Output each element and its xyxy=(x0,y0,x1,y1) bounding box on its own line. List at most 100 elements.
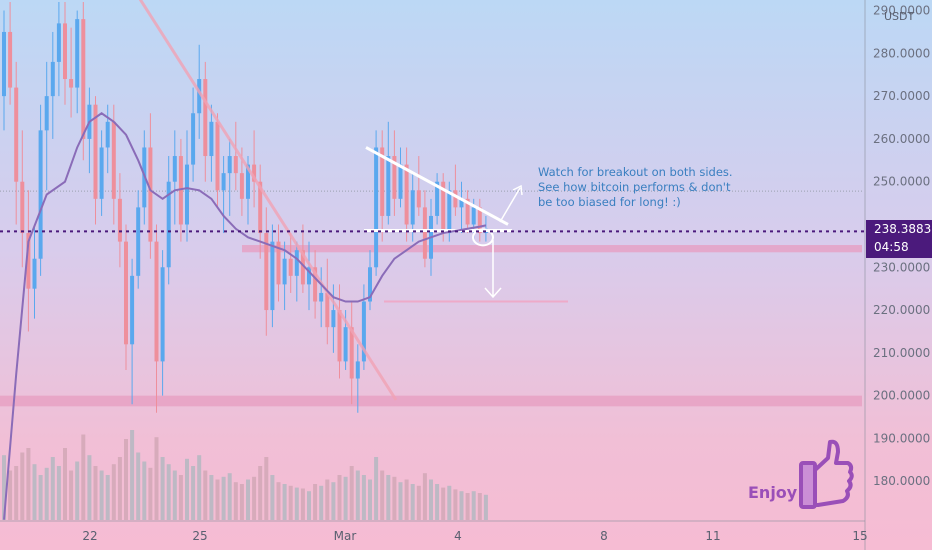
volume-bar xyxy=(221,476,226,520)
volume-bar xyxy=(337,475,342,520)
y-tick-label: 210.0000 xyxy=(873,346,930,360)
volume-bar xyxy=(483,494,488,520)
volume-bar xyxy=(26,448,31,520)
candle-body xyxy=(209,121,214,157)
volume-bar xyxy=(331,482,336,520)
volume-bar xyxy=(203,470,208,520)
volume-bar xyxy=(459,491,464,520)
candle-body xyxy=(191,113,196,165)
support-zone xyxy=(242,245,862,253)
candle-body xyxy=(264,233,269,311)
candle-body xyxy=(368,267,372,302)
candle-body xyxy=(99,147,104,199)
volume-bar xyxy=(160,457,165,520)
candle-body xyxy=(313,267,318,302)
x-tick-label: 11 xyxy=(705,529,720,543)
volume-bar xyxy=(111,464,116,520)
volume-bar xyxy=(75,461,80,520)
current-price-value: 238.3883 xyxy=(874,222,932,236)
candle-body xyxy=(422,207,427,259)
volume-bar xyxy=(252,476,257,520)
volume-bar xyxy=(136,452,141,520)
candle-body xyxy=(252,164,257,182)
candle-body xyxy=(307,267,311,285)
volume-bar xyxy=(294,487,299,520)
candle-body xyxy=(111,121,116,199)
annotation-note: Watch for breakout on both sides. See ho… xyxy=(538,165,733,209)
candle-body xyxy=(50,61,55,97)
candle-body xyxy=(160,267,165,362)
volume-bar xyxy=(124,439,128,520)
x-tick-label: 22 xyxy=(82,529,97,543)
candle-body xyxy=(465,198,470,225)
volume-bar xyxy=(441,487,446,520)
volume-bar xyxy=(392,476,397,520)
volume-bar xyxy=(282,484,287,520)
volume-bar xyxy=(374,457,379,520)
candle-body xyxy=(355,361,360,379)
candle-body xyxy=(319,292,324,302)
volume-bar xyxy=(404,479,409,520)
candle-body xyxy=(398,164,403,199)
volume-bar xyxy=(239,484,244,520)
y-tick-label: 230.0000 xyxy=(873,260,930,274)
candle-body xyxy=(185,164,189,225)
candle-body xyxy=(459,198,464,208)
candle-body xyxy=(20,181,25,234)
enjoy-label: Enjoy! xyxy=(748,483,805,502)
volume-bar xyxy=(453,489,458,520)
candle-body xyxy=(337,310,342,362)
y-tick-label: 290.0000 xyxy=(873,4,930,18)
volume-bar xyxy=(233,482,238,520)
candle-body xyxy=(38,130,43,259)
volume-bar xyxy=(288,485,293,520)
volume-bar xyxy=(313,484,318,520)
volume-bar xyxy=(44,467,49,520)
candle-body xyxy=(63,23,67,80)
candle-body xyxy=(380,147,385,216)
volume-bar xyxy=(416,485,421,520)
candle-body xyxy=(325,292,330,328)
y-tick-label: 260.0000 xyxy=(873,132,930,146)
volume-bar xyxy=(142,461,147,520)
volume-bar xyxy=(227,473,232,520)
candle-body xyxy=(233,156,238,174)
volume-bar xyxy=(69,470,74,520)
candle-body xyxy=(172,156,177,182)
candle-body xyxy=(124,241,128,345)
volume-bar xyxy=(2,455,6,520)
volume-bar xyxy=(465,493,470,520)
candle-body xyxy=(435,181,440,216)
volume-bar xyxy=(325,479,330,520)
volume-bar xyxy=(386,475,391,520)
x-tick-label: 25 xyxy=(192,529,207,543)
candle-body xyxy=(392,156,397,199)
x-tick-label: 4 xyxy=(454,529,462,543)
volume-bar xyxy=(172,470,177,520)
volume-bar xyxy=(56,466,61,520)
volume-bar xyxy=(38,475,43,520)
support-zone xyxy=(0,395,862,407)
volume-bar xyxy=(50,457,55,520)
candle-body xyxy=(93,104,98,199)
candle-body xyxy=(258,181,263,234)
candle-body xyxy=(288,258,293,276)
candle-body xyxy=(203,79,208,157)
volume-bar xyxy=(300,488,305,520)
candle-body xyxy=(178,156,183,225)
candle-body xyxy=(361,301,366,362)
volume-bar xyxy=(105,475,110,520)
descending-trendline xyxy=(138,0,398,401)
candle-body xyxy=(471,207,476,225)
volume-bar xyxy=(349,466,354,520)
y-tick-label: 180.0000 xyxy=(873,474,930,488)
candle-body xyxy=(294,250,299,276)
volume-bar xyxy=(185,458,189,520)
candle-body xyxy=(239,173,244,199)
volume-bar xyxy=(87,455,92,520)
volume-bar xyxy=(148,467,153,520)
candle-body xyxy=(441,181,446,234)
volume-bar xyxy=(471,491,476,520)
